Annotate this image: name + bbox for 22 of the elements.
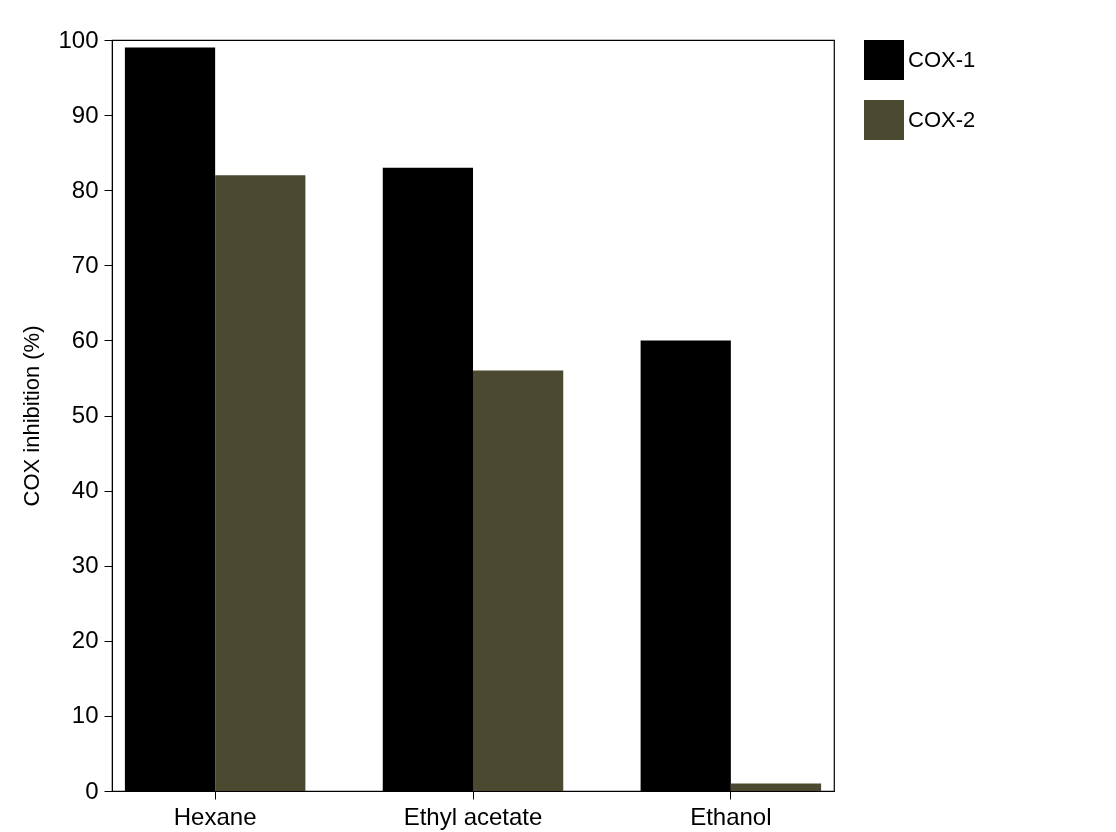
x-tick-label: Hexane bbox=[173, 802, 257, 830]
y-tick-label: 80 bbox=[71, 175, 99, 203]
y-axis-title: COX inhibition (%) bbox=[19, 325, 45, 507]
y-tick-label: 90 bbox=[71, 100, 99, 128]
y-tick-label: 100 bbox=[58, 25, 99, 53]
bar bbox=[215, 175, 306, 791]
y-tick-label: 10 bbox=[71, 701, 99, 729]
bar bbox=[124, 47, 216, 791]
x-tick-label: Ethanol bbox=[690, 802, 772, 830]
y-tick-label: 20 bbox=[71, 626, 99, 654]
bar bbox=[730, 783, 822, 791]
y-tick-label: 70 bbox=[71, 250, 99, 278]
bar bbox=[473, 370, 564, 791]
y-tick-label: 50 bbox=[71, 401, 99, 428]
x-tick-label: Ethyl acetate bbox=[403, 802, 543, 830]
legend-label: COX-1 bbox=[908, 47, 976, 72]
y-tick-label: 30 bbox=[71, 551, 99, 579]
legend-label: COX-2 bbox=[908, 107, 976, 132]
bar bbox=[382, 167, 473, 791]
y-tick-label: 0 bbox=[85, 776, 99, 804]
y-tick-label: 40 bbox=[71, 476, 99, 504]
y-tick-label: 60 bbox=[71, 325, 99, 353]
